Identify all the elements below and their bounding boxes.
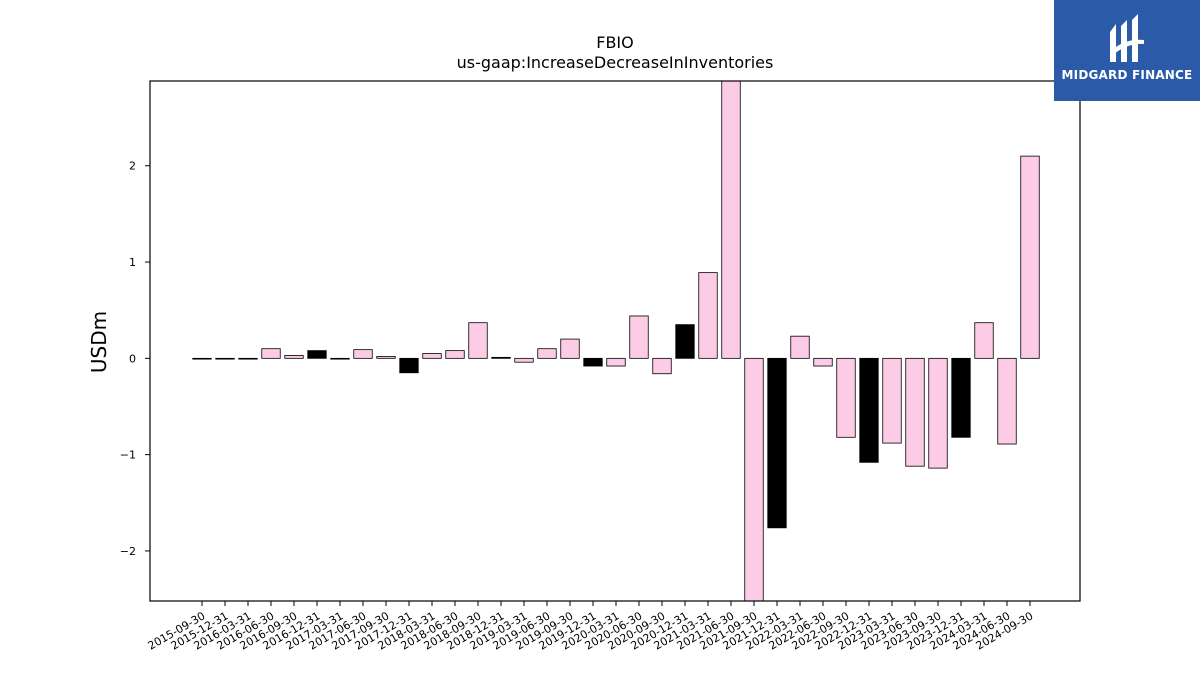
bar-2022-06-30 <box>813 357 833 367</box>
bar-2016-12-31 <box>307 350 327 359</box>
y-tick-label: 1 <box>129 256 136 269</box>
bar-2023-09-30 <box>928 357 948 469</box>
bar-2022-09-30 <box>836 357 856 438</box>
bar-2024-06-30 <box>997 357 1017 445</box>
y-axis-label: USDm <box>87 311 111 373</box>
bar-2015-09-30 <box>192 357 212 360</box>
bar-2019-06-30 <box>537 348 557 359</box>
bar-2017-03-31 <box>330 357 350 360</box>
bar-2020-03-31 <box>606 357 626 367</box>
bar-2018-03-31 <box>422 353 442 359</box>
bar-2023-03-31 <box>882 357 902 444</box>
y-tick-label: 2 <box>129 160 136 173</box>
bar-2023-12-31 <box>951 357 971 438</box>
bar-2018-09-30 <box>468 322 488 359</box>
bar-2021-03-31 <box>698 272 718 359</box>
bar-2017-12-31 <box>399 357 419 374</box>
bar-2021-12-31 <box>767 357 787 529</box>
bar-2016-03-31 <box>238 357 258 360</box>
bar-2018-12-31 <box>491 356 511 359</box>
bar-2023-06-30 <box>905 357 925 467</box>
bar-2018-06-30 <box>445 350 465 359</box>
y-tick-label: −1 <box>120 449 136 462</box>
bar-2016-09-30 <box>284 355 304 359</box>
bar-2022-12-31 <box>859 357 879 463</box>
y-tick-label: −2 <box>120 545 136 558</box>
y-tick-label: 0 <box>129 352 136 365</box>
bar-2021-06-30 <box>721 80 741 359</box>
plot-frame <box>149 80 1081 602</box>
bar-2022-03-31 <box>790 335 810 359</box>
bar-2020-12-31 <box>675 324 695 359</box>
bar-2024-03-31 <box>974 322 994 359</box>
bar-2017-09-30 <box>376 356 396 359</box>
bar-2015-12-31 <box>215 357 235 360</box>
brand-name: MIDGARD FINANCE <box>1061 68 1193 82</box>
bar-2020-09-30 <box>652 357 672 375</box>
bar-2021-09-30 <box>744 357 764 602</box>
y-axis-ticks: −2 −1 0 1 2 <box>120 160 150 558</box>
midgard-logo-icon <box>1110 14 1144 62</box>
chart-subtitle: us-gaap:IncreaseDecreaseInInventories <box>457 53 774 72</box>
bar-2016-06-30 <box>261 348 281 359</box>
bar-2020-06-30 <box>629 315 649 359</box>
bars-group <box>192 80 1040 602</box>
x-axis-ticks: 2015-09-302015-12-312016-03-312016-06-30… <box>146 601 1036 653</box>
chart-title: FBIO <box>596 33 634 52</box>
bar-2017-06-30 <box>353 349 373 359</box>
bar-2024-09-30 <box>1020 155 1040 359</box>
brand-logo: MIDGARD FINANCE <box>1054 0 1200 101</box>
bar-2019-03-31 <box>514 357 534 363</box>
bar-2019-09-30 <box>560 338 580 359</box>
bar-2019-12-31 <box>583 357 603 367</box>
